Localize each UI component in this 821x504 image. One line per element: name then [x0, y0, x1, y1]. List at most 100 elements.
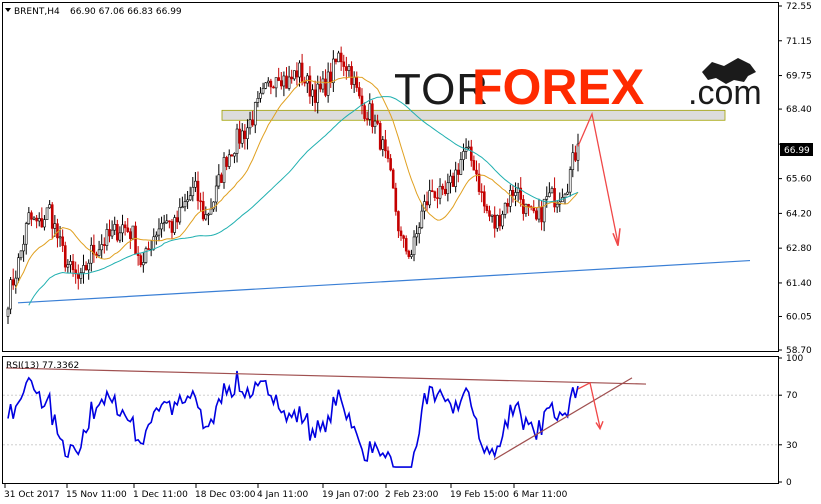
candle-body: [175, 217, 179, 223]
candle: [373, 114, 377, 134]
candle: [207, 212, 210, 226]
main-pane-frame: [2, 2, 779, 352]
time-tick-label: 1 Dec 11:00: [133, 490, 188, 500]
candle-body: [181, 206, 184, 209]
candle-body: [82, 265, 85, 274]
candle-body: [14, 277, 18, 286]
candle-body: [498, 215, 502, 227]
candle-body: [563, 193, 567, 198]
rsi-tick-label: 100: [786, 354, 803, 364]
candle: [535, 207, 538, 221]
candle-body: [363, 105, 366, 119]
candle-body: [352, 76, 356, 85]
candle: [152, 228, 156, 251]
candle: [394, 182, 398, 216]
candle-body: [368, 103, 372, 120]
candle: [129, 228, 132, 249]
candle: [329, 62, 333, 88]
resistance-zone: [221, 109, 726, 121]
candle-body: [40, 218, 44, 228]
price-tick-label: 62.80: [786, 244, 812, 254]
candle-body: [256, 98, 260, 103]
time-tick-label: 4 Jan 11:00: [257, 490, 309, 500]
candle-body: [446, 182, 450, 195]
candle: [355, 71, 359, 92]
candle-body: [227, 154, 231, 167]
candle-body: [246, 127, 249, 140]
candle: [311, 84, 314, 106]
current-price-marker: 66.99: [780, 143, 813, 156]
candle: [27, 207, 31, 225]
candle-body: [410, 254, 413, 257]
candle-body: [514, 192, 517, 196]
candle: [147, 241, 150, 250]
candle-body: [545, 196, 549, 200]
candle-body: [147, 248, 150, 250]
candle: [433, 190, 437, 202]
dropdown-triangle-icon[interactable]: [5, 8, 11, 12]
time-tick-label: 19 Feb 15:00: [450, 490, 509, 500]
candle-body: [553, 188, 556, 208]
candle: [290, 69, 293, 84]
candle: [425, 191, 429, 212]
rsi-tick-label: 30: [786, 441, 798, 451]
rsi-axis: 100 70 30 0: [778, 354, 803, 488]
candle: [89, 237, 93, 272]
candle-body: [490, 214, 494, 217]
candle: [74, 261, 77, 284]
candle-body: [524, 203, 528, 214]
candle: [136, 246, 140, 266]
rsi-arrowhead-icon: [595, 420, 604, 431]
candle: [196, 171, 200, 210]
candle: [100, 234, 103, 259]
candle: [378, 121, 382, 151]
candle: [410, 249, 413, 259]
candle: [220, 172, 223, 183]
candle: [134, 221, 137, 255]
candle: [483, 185, 486, 214]
candle-body: [45, 207, 49, 220]
candle-body: [53, 223, 57, 229]
candle: [61, 229, 64, 253]
candle-body: [298, 62, 301, 78]
candle: [9, 276, 12, 315]
candle: [248, 111, 252, 135]
candle: [467, 140, 470, 151]
price-tick-label: 72.55: [786, 2, 812, 12]
main-plot: [6, 46, 751, 325]
candle-body: [316, 83, 320, 103]
symbol-label: BRENT,H4: [14, 7, 60, 17]
candle: [35, 214, 38, 229]
candle-body: [100, 244, 103, 251]
candle: [332, 50, 335, 92]
candle: [256, 91, 260, 108]
candle: [285, 67, 288, 89]
candle-body: [110, 229, 114, 237]
candle: [498, 208, 502, 231]
price-tick-label: 71.15: [786, 37, 812, 47]
candle: [82, 254, 85, 284]
candle: [391, 168, 395, 189]
candle: [363, 102, 366, 122]
candle-body: [230, 154, 234, 157]
candle: [415, 225, 418, 246]
rsi-resistance-trendline: [5, 367, 647, 385]
candle-body: [235, 128, 239, 154]
candle: [272, 85, 275, 89]
candle: [319, 76, 322, 93]
candle-body: [89, 244, 93, 264]
candle-body: [79, 272, 83, 279]
candle-body: [488, 210, 491, 217]
candle-body: [334, 58, 338, 63]
candle-body: [350, 66, 353, 85]
candle-body: [477, 173, 481, 192]
candle: [568, 166, 572, 197]
candle-body: [204, 214, 208, 220]
candle-body: [326, 71, 330, 96]
torforex-logo: TOR FOREX .com: [394, 58, 762, 115]
candle-body: [76, 273, 80, 279]
candle: [443, 180, 447, 196]
candle-body: [170, 221, 174, 233]
candle: [194, 171, 197, 193]
candle: [576, 133, 580, 172]
